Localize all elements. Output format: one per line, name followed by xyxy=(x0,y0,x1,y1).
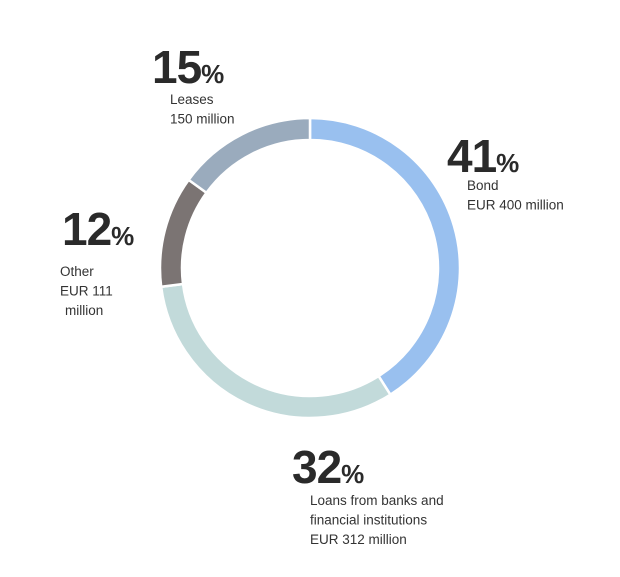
donut-segment xyxy=(186,116,312,195)
percent-unit: % xyxy=(111,221,134,251)
segment-label: 150 million xyxy=(170,112,235,127)
percent-label: 41% xyxy=(447,130,519,182)
percent-label: 15% xyxy=(152,41,224,93)
percent-value: 15 xyxy=(152,41,202,93)
percent-value: 32 xyxy=(292,441,341,493)
segment-label: Loans from banks and xyxy=(310,493,444,508)
segment-label: million xyxy=(65,303,103,318)
donut-segment xyxy=(159,282,393,420)
percent-unit: % xyxy=(341,459,364,489)
percent-unit: % xyxy=(201,59,224,89)
segment-label: EUR 400 million xyxy=(467,198,564,213)
segment-label: Bond xyxy=(467,178,499,193)
percent-label: 32% xyxy=(292,441,364,493)
percent-value: 41 xyxy=(447,130,497,182)
percent-unit: % xyxy=(496,148,519,178)
percent-value: 12 xyxy=(62,203,111,255)
segment-label: Other xyxy=(60,264,94,279)
segment-label: EUR 312 million xyxy=(310,532,407,547)
donut-segment xyxy=(308,116,462,397)
percent-label: 12% xyxy=(62,203,134,255)
donut-segment xyxy=(158,178,209,289)
segment-label: EUR 111 xyxy=(60,284,113,299)
segment-label: financial institutions xyxy=(310,513,427,528)
segment-label: Leases xyxy=(170,92,214,107)
